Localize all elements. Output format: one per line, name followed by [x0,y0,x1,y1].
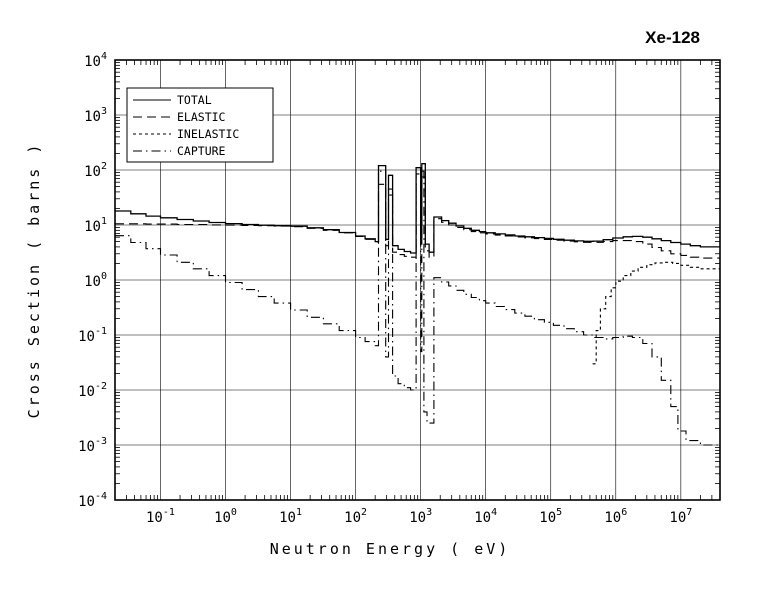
series-capture [115,170,720,446]
series-total [115,163,720,254]
y-tick-label: 10-3 [78,436,107,455]
x-tick-label: 100 [214,507,237,526]
x-axis-label: Neutron Energy ( eV) [269,540,511,558]
x-tick-label: 101 [279,507,302,526]
x-tick-label: 104 [474,507,497,526]
plot-border [114,59,721,501]
x-tick-label: 105 [539,507,562,526]
y-tick-label: 100 [84,271,107,290]
x-tick-label: 103 [409,507,432,526]
x-tick-label: 107 [669,507,692,526]
y-tick-label: 101 [84,216,107,235]
y-tick-label: 102 [84,161,107,180]
y-tick-label: 10-2 [78,381,107,400]
legend-label: ELASTIC [177,110,226,124]
chart-title: Xe-128 [645,28,700,47]
series-inelastic [592,261,720,365]
y-tick-label: 10-1 [78,326,107,345]
x-tick-label: 106 [604,507,627,526]
legend-label: INELASTIC [177,127,239,141]
legend-label: TOTAL [177,93,212,107]
y-tick-label: 104 [84,51,107,70]
legend-label: CAPTURE [177,144,226,158]
series-elastic [115,176,720,259]
x-tick-label: 102 [344,507,367,526]
y-tick-label: 10-4 [78,491,107,510]
x-tick-label: 10-1 [146,507,175,526]
y-tick-label: 103 [84,106,107,125]
